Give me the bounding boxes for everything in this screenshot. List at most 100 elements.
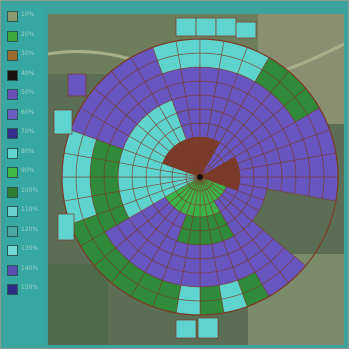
pivot-cell-extra bbox=[57, 213, 75, 241]
pivot-cell bbox=[182, 80, 201, 97]
legend-swatch-icon bbox=[7, 245, 18, 256]
pivot-cell bbox=[185, 94, 201, 111]
pivot-cell bbox=[199, 66, 220, 83]
pivot-cell-extra bbox=[175, 319, 197, 339]
pivot-cell bbox=[89, 157, 106, 178]
legend-label: 100% bbox=[21, 186, 39, 194]
legend-swatch-icon bbox=[7, 30, 18, 42]
legend-label: 60% bbox=[21, 108, 35, 116]
legend-item: 50% bbox=[4, 87, 44, 102]
pivot-cell-extra bbox=[67, 73, 87, 97]
legend-panel: 10% 20% 30% 40% 50% 60% 70% 80% 90% 100% 110% 120% 1… bbox=[4, 5, 44, 345]
pivot-cell bbox=[307, 176, 325, 199]
pivot-cell-extra bbox=[235, 21, 257, 39]
legend-swatch-icon bbox=[7, 225, 18, 237]
legend-swatch-icon bbox=[7, 147, 18, 159]
legend-label: 110% bbox=[21, 206, 39, 213]
pivot-cell-extra bbox=[195, 17, 217, 37]
pivot-cell bbox=[199, 298, 225, 316]
legend-swatch-icon bbox=[7, 50, 18, 61]
legend-label: 70% bbox=[21, 128, 35, 135]
pivot-cell bbox=[61, 152, 79, 178]
legend-item: 80% bbox=[4, 146, 44, 161]
legend-swatch-icon bbox=[7, 108, 18, 120]
pivot-cell-extra bbox=[215, 17, 237, 37]
pivot-cell bbox=[280, 176, 297, 195]
pivot-cell bbox=[199, 243, 215, 260]
pivot-cell bbox=[61, 176, 79, 202]
legend-label: 50% bbox=[21, 89, 35, 96]
pivot-cell bbox=[175, 298, 201, 316]
pivot-cell bbox=[180, 66, 201, 83]
legend-swatch-icon bbox=[7, 186, 18, 198]
legend-swatch-icon bbox=[7, 284, 18, 295]
legend-item: 150% bbox=[4, 282, 44, 297]
legend-label: 10% bbox=[21, 11, 35, 18]
pivot-cell bbox=[75, 176, 93, 199]
legend-label: 30% bbox=[21, 50, 35, 57]
pivot-center-point bbox=[197, 174, 203, 180]
pivot-cell-extra bbox=[175, 17, 197, 37]
pivot-cell bbox=[187, 108, 201, 125]
pivot-cell bbox=[280, 159, 297, 178]
pivot-cell bbox=[307, 155, 325, 178]
legend-item: 130% bbox=[4, 243, 44, 258]
pivot-cell bbox=[131, 176, 148, 190]
legend-swatch-icon bbox=[7, 11, 18, 22]
legend-item: 60% bbox=[4, 107, 44, 122]
pivot-cell bbox=[178, 52, 201, 70]
legend-item: 20% bbox=[4, 29, 44, 44]
legend-item: 120% bbox=[4, 224, 44, 239]
legend-swatch-icon bbox=[7, 69, 18, 81]
pivot-cell bbox=[103, 176, 120, 195]
legend-label: 40% bbox=[21, 69, 35, 77]
pivot-cell bbox=[199, 257, 218, 274]
legend-item: 110% bbox=[4, 204, 44, 219]
legend-item: 30% bbox=[4, 48, 44, 63]
pivot-cell bbox=[199, 52, 222, 70]
legend-item: 100% bbox=[4, 185, 44, 200]
pivot-cell-extra bbox=[197, 317, 219, 339]
legend-label: 130% bbox=[21, 245, 39, 252]
pivot-cell bbox=[199, 80, 218, 97]
pivot-cell bbox=[75, 155, 93, 178]
legend-label: 90% bbox=[21, 167, 35, 174]
pivot-cell bbox=[178, 284, 201, 302]
legend-label: 80% bbox=[21, 147, 35, 155]
pivot-cell bbox=[199, 38, 225, 56]
legend-item: 140% bbox=[4, 263, 44, 278]
pivot-cell bbox=[199, 271, 220, 288]
legend-swatch-icon bbox=[7, 206, 18, 217]
legend-item: 90% bbox=[4, 165, 44, 180]
pivot-cell-extra bbox=[53, 109, 73, 135]
legend-swatch-icon bbox=[7, 264, 18, 276]
legend-label: 150% bbox=[21, 284, 39, 291]
pivot-cell bbox=[175, 38, 201, 56]
pivot-cell bbox=[199, 284, 222, 302]
legend-label: 120% bbox=[21, 225, 39, 233]
pivot-cell bbox=[117, 176, 134, 192]
legend-item: 40% bbox=[4, 68, 44, 83]
pivot-cell bbox=[266, 162, 283, 178]
legend-item: 70% bbox=[4, 126, 44, 141]
pivot-cell bbox=[89, 176, 106, 197]
legend-swatch-icon bbox=[7, 167, 18, 178]
pivot-cell bbox=[199, 229, 213, 246]
pivot-cell bbox=[294, 157, 311, 178]
pivot-cell bbox=[180, 271, 201, 288]
pivot-cell bbox=[182, 257, 201, 274]
terrain-field-bottom-left bbox=[48, 264, 108, 345]
pivot-cell bbox=[321, 152, 339, 178]
legend-label: 140% bbox=[21, 264, 39, 272]
pivot-perimeter bbox=[61, 38, 339, 316]
pivot-cell bbox=[252, 164, 269, 178]
legend-swatch-icon bbox=[7, 89, 18, 100]
aerial-image bbox=[48, 14, 344, 345]
legend-swatch-icon bbox=[7, 128, 18, 139]
legend-label: 20% bbox=[21, 30, 35, 38]
pivot-cell bbox=[266, 176, 283, 192]
pivot-cell bbox=[321, 176, 339, 202]
pivot-cell bbox=[103, 159, 120, 178]
pivot-cell bbox=[294, 176, 311, 197]
